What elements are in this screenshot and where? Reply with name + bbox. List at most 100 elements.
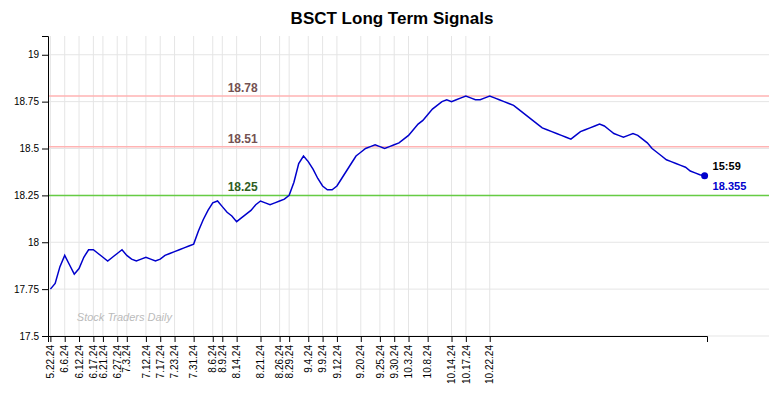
reference-line [48, 195, 769, 197]
grid-line [465, 36, 466, 336]
tick-label: 10.3.24 [403, 345, 414, 379]
grid-line [102, 36, 103, 336]
grid-line [193, 36, 194, 336]
tick: 10.3.24 [403, 336, 414, 378]
tick-mark [466, 336, 467, 342]
grid-line [212, 36, 213, 336]
tick-label: 9.25.24 [375, 345, 386, 379]
tick-mark [42, 149, 48, 150]
tick-label: 10.17.24 [461, 345, 472, 384]
tick-label: 9.12.24 [332, 345, 343, 379]
tick-mark [261, 336, 262, 342]
axis-line [42, 37, 49, 337]
grid [48, 36, 769, 336]
tick: 18 [28, 237, 48, 248]
grid-line [289, 36, 290, 336]
tick-label: 7.31.24 [188, 345, 199, 379]
tick-mark [222, 336, 223, 342]
grid-line [394, 36, 395, 336]
tick-label: 18.25 [14, 190, 39, 201]
tick-label: 6.6.24 [59, 345, 70, 373]
tick-label: 17.75 [14, 284, 39, 295]
tick: 8.29.24 [284, 336, 295, 378]
grid-line [408, 36, 409, 336]
grid-line [308, 36, 309, 336]
tick-mark [65, 336, 66, 342]
tick-mark [213, 336, 214, 342]
tick-mark [323, 336, 324, 342]
tick-mark [308, 336, 309, 342]
tick: 5.22.24 [45, 336, 56, 378]
tick-label: 17.5 [20, 331, 40, 342]
tick-label: 5.22.24 [45, 345, 56, 379]
tick-label: 7.3.24 [121, 345, 132, 373]
tick-label: 8.29.24 [284, 345, 295, 379]
tick-label: 9.30.24 [389, 345, 400, 379]
tick-mark [394, 336, 395, 342]
tick-mark [42, 242, 48, 243]
grid-line [79, 36, 80, 336]
tick-mark [289, 336, 290, 342]
grid-line [117, 36, 118, 336]
grid-line [64, 36, 65, 336]
tick-mark [42, 102, 48, 103]
tick: 18.5 [20, 143, 48, 154]
tick: 8.21.24 [255, 336, 266, 378]
grid-line [222, 36, 223, 336]
watermark: Stock Traders Daily [77, 311, 174, 323]
tick-label: 6.12.24 [74, 345, 85, 379]
grid-line [451, 36, 452, 336]
tick: 6.12.24 [74, 336, 85, 378]
grid-line [379, 36, 380, 336]
tick-mark [280, 336, 281, 342]
tick: 9.30.24 [389, 336, 400, 378]
grid-line [174, 36, 175, 336]
tick-label: 7.17.24 [155, 345, 166, 379]
y-axis: 17.517.751818.2518.518.7519 [14, 37, 49, 342]
tick-mark [194, 336, 195, 342]
tick-mark [409, 336, 410, 342]
tick-mark [42, 289, 48, 290]
reference-label: 18.78 [228, 81, 258, 95]
marks [48, 96, 769, 289]
tick: 9.4.24 [303, 336, 314, 373]
tick-label: 8.14.24 [231, 345, 242, 379]
tick-label: 7.12.24 [141, 345, 152, 379]
axis-line [49, 337, 708, 343]
tick: 10.8.24 [422, 336, 433, 378]
tick: 9.12.24 [332, 336, 343, 378]
tick-label: 19 [28, 49, 40, 60]
tick: 9.9.24 [317, 336, 328, 373]
tick: 10.22.24 [484, 336, 495, 384]
tick: 8.9.24 [217, 336, 228, 373]
tick-label: 10.22.24 [484, 345, 495, 384]
tick-mark [237, 336, 238, 342]
tick-label: 10.14.24 [446, 345, 457, 384]
tick-mark [42, 336, 48, 337]
tick-label: 8.9.24 [217, 345, 228, 373]
tick: 7.12.24 [141, 336, 152, 378]
title: BSCT Long Term Signals [291, 9, 494, 28]
grid-line [360, 36, 361, 336]
tick: 7.17.24 [155, 336, 166, 378]
grid-line [93, 36, 94, 336]
tick-mark [380, 336, 381, 342]
tick-mark [117, 336, 118, 342]
tick-mark [160, 336, 161, 342]
grid-line [160, 36, 161, 336]
tick: 19 [28, 49, 48, 60]
tick-label: 8.21.24 [255, 345, 266, 379]
reference-label: 18.51 [228, 132, 258, 146]
tick-mark [42, 195, 48, 196]
tick: 9.20.24 [355, 336, 366, 378]
tick: 17.75 [14, 284, 48, 295]
grid-line [48, 195, 769, 196]
grid-line [427, 36, 428, 336]
grid-line [50, 36, 51, 336]
tick-mark [337, 336, 338, 342]
grid-line [279, 36, 280, 336]
tick: 6.21.24 [98, 336, 109, 378]
grid-line [260, 36, 261, 336]
reference-line [48, 95, 769, 97]
tick-mark [175, 336, 176, 342]
